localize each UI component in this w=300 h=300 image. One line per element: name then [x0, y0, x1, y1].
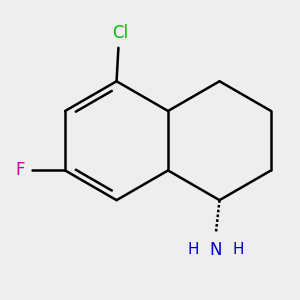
Text: F: F [16, 161, 25, 179]
Text: H: H [232, 242, 244, 257]
Text: N: N [210, 241, 222, 259]
Text: Cl: Cl [112, 24, 128, 42]
Text: H: H [188, 242, 199, 257]
